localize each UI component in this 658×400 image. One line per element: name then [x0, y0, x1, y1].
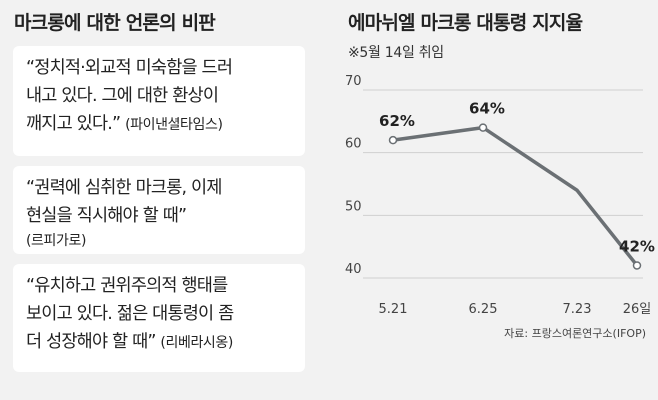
quote-line: 보이고 있다. 젊은 대통령이 좀 — [26, 304, 234, 324]
quote-line: “유치하고 권위주의적 행태를 — [26, 276, 228, 296]
quote-line: 더 성장해야 할 때” (리베라시옹) — [26, 328, 293, 357]
media-criticism-panel: 마크롱에 대한 언론의 비판 “정치적·외교적 미숙함을 드러 내고 있다. 그… — [0, 0, 305, 400]
quote-line: “권력에 심취한 마크롱, 이제 — [26, 178, 222, 198]
x-tick-label: 26일 — [623, 302, 652, 317]
x-tick-label: 5.21 — [379, 302, 408, 317]
quote-source: (파이낸셜타임스) — [125, 117, 223, 133]
left-panel-title: 마크롱에 대한 언론의 비판 — [14, 12, 216, 34]
quote-card-financial-times: “정치적·외교적 미숙함을 드러 내고 있다. 그에 대한 환상이 깨지고 있다… — [13, 46, 305, 156]
chart-title: 에마뉘엘 마크롱 대통령 지지율 — [348, 12, 583, 34]
approval-series-line — [391, 125, 639, 268]
x-tick-label: 7.23 — [563, 302, 592, 317]
quote-line: “정치적·외교적 미숙함을 드러 — [26, 58, 233, 78]
quote-source: (르피가로) — [26, 233, 87, 249]
approval-rating-panel: 에마뉘엘 마크롱 대통령 지지율 ※5월 14일 취임 40 50 60 70 5.21… — [345, 0, 658, 400]
y-tick-label: 70 — [345, 74, 362, 89]
quote-source: (리베라시옹) — [160, 335, 233, 351]
y-tick-label: 40 — [345, 262, 362, 277]
quote-line: 현실을 직시해야 할 때” — [26, 206, 187, 226]
quote-line: 내고 있다. 그에 대한 환상이 — [26, 86, 219, 106]
quote-card-liberation: “유치하고 권위주의적 행태를 보이고 있다. 젊은 대통령이 좀 더 성장해야… — [13, 264, 305, 372]
quote-text: 깨지고 있다.” — [26, 114, 121, 134]
data-value-label: 64% — [469, 100, 505, 118]
data-point-marker — [388, 135, 398, 145]
chart-source-note: 자료: 프랑스여론연구소(IFOP) — [504, 327, 646, 340]
quote-card-le-figaro: “권력에 심취한 마크롱, 이제 현실을 직시해야 할 때” (르피가로) — [13, 166, 305, 254]
y-tick-label: 50 — [345, 199, 362, 214]
approval-line-chart: 40 50 60 70 5.21 6.25 7.23 26일 62% 64% 42% 자료: 프랑스여… — [345, 74, 655, 340]
data-value-label: 42% — [619, 237, 655, 255]
quote-line: 깨지고 있다.” (파이낸셜타임스) — [26, 110, 293, 139]
y-tick-label: 60 — [345, 137, 362, 152]
x-tick-label: 6.25 — [469, 302, 498, 317]
quote-text: 더 성장해야 할 때” — [26, 332, 156, 352]
chart-subtitle: ※5월 14일 취임 — [348, 45, 444, 61]
data-value-label: 62% — [379, 112, 415, 130]
data-point-marker — [632, 261, 642, 270]
data-point-marker — [478, 123, 488, 132]
